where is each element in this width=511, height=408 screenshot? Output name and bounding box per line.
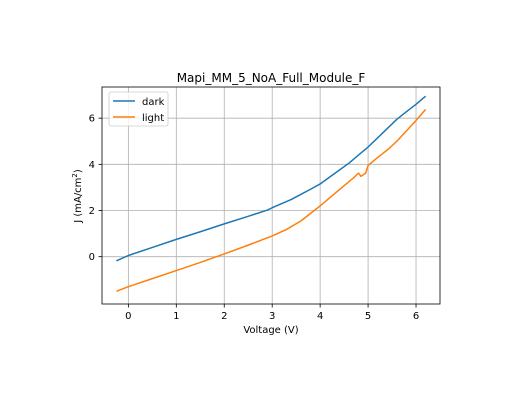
y-tick-label: 6 [89, 114, 95, 125]
x-tick-label: 3 [269, 311, 275, 322]
y-tick-label: 0 [89, 252, 95, 263]
x-tick-label: 6 [413, 311, 419, 322]
x-tick-label: 0 [125, 311, 131, 322]
plot-frame [101, 86, 441, 305]
legend-label-dark: dark [142, 97, 165, 108]
series-layer [116, 95, 427, 293]
y-axis-label-end: ) [73, 169, 84, 173]
tick-layer: 0 1 2 3 4 5 6 0 2 4 6 [89, 114, 420, 322]
legend: dark light [108, 91, 169, 127]
y-tick-label: 2 [89, 206, 95, 217]
x-tick-label: 2 [221, 311, 227, 322]
x-tick-label: 1 [173, 311, 179, 322]
y-axis-label-superscript: 2 [71, 173, 79, 177]
x-tick-label: 4 [317, 311, 323, 322]
series-line-light [116, 108, 427, 293]
x-axis-label: Voltage (V) [243, 325, 298, 336]
chart-title: Mapi_MM_5_NoA_Full_Module_F [177, 71, 366, 85]
series-line-dark [116, 95, 427, 262]
x-tick-label: 5 [365, 311, 371, 322]
y-axis-label: J (mA/cm2) [71, 169, 84, 224]
y-axis-label-main: J (mA/cm [73, 178, 84, 224]
y-tick-label: 4 [89, 160, 95, 171]
legend-label-light: light [142, 113, 164, 124]
grid-layer [102, 87, 440, 304]
